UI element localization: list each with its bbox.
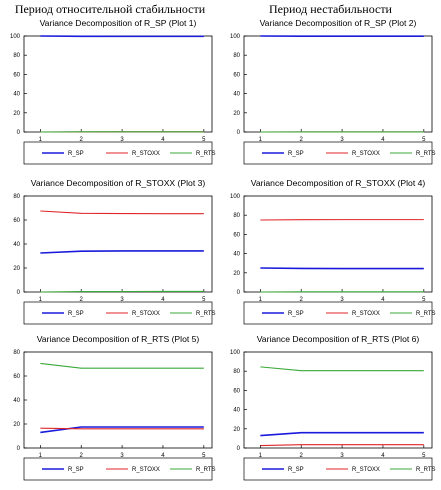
legend-label-r-rts: R_RTS [416, 151, 436, 157]
y-tick-label: 80 [13, 194, 20, 200]
y-tick-label: 80 [13, 53, 20, 59]
legend-label-r-rts: R_RTS [196, 467, 216, 473]
plot-area-frame [244, 352, 432, 448]
y-tick-label: 20 [233, 271, 240, 277]
y-tick-label: 20 [13, 422, 20, 428]
y-tick-label: 60 [233, 232, 240, 238]
y-tick-label: 60 [233, 388, 240, 394]
y-tick-label: 40 [13, 398, 20, 404]
y-tick-label: 60 [13, 374, 20, 380]
legend-label-r-stoxx: R_STOXX [132, 467, 160, 473]
chart-panel-plot-6: Variance Decomposition of R_RTS (Plot 6)… [220, 330, 440, 490]
legend-label-r-rts: R_RTS [416, 311, 436, 317]
plot-area-frame [24, 36, 212, 132]
y-tick-label: 80 [233, 213, 240, 219]
legend-label-r-stoxx: R_STOXX [352, 311, 380, 317]
y-tick-label: 0 [237, 290, 241, 296]
y-tick-label: 60 [13, 218, 20, 224]
y-tick-label: 100 [230, 350, 241, 356]
y-tick-label: 40 [13, 242, 20, 248]
series-line-r-sp [260, 268, 423, 269]
chart-panel-plot-5: Variance Decomposition of R_RTS (Plot 5)… [0, 330, 220, 490]
y-tick-label: 100 [230, 194, 241, 200]
chart-title: Variance Decomposition of R_RTS (Plot 6) [257, 334, 420, 344]
y-tick-label: 80 [233, 53, 240, 59]
chart-panel-plot-4: Variance Decomposition of R_STOXX (Plot … [220, 174, 440, 334]
legend-label-r-sp: R_SP [288, 467, 304, 473]
legend-label-r-stoxx: R_STOXX [132, 311, 160, 317]
chart-svg-plot-5: Variance Decomposition of R_RTS (Plot 5)… [0, 330, 220, 490]
plot-area-frame [244, 196, 432, 292]
y-tick-label: 40 [233, 252, 240, 258]
chart-svg-plot-2: Variance Decomposition of R_SP (Plot 2) 0… [220, 14, 440, 174]
legend-label-r-sp: R_SP [288, 151, 304, 157]
y-tick-label: 0 [237, 130, 241, 136]
chart-title: Variance Decomposition of R_STOXX (Plot … [251, 178, 426, 188]
y-tick-label: 80 [13, 350, 20, 356]
plot-area-frame [24, 352, 212, 448]
legend-label-r-rts: R_RTS [416, 467, 436, 473]
legend-label-r-sp: R_SP [288, 311, 304, 317]
chart-title: Variance Decomposition of R_SP (Plot 1) [40, 18, 197, 28]
y-tick-label: 0 [17, 290, 21, 296]
y-tick-label: 80 [233, 369, 240, 375]
y-tick-label: 60 [233, 72, 240, 78]
chart-svg-plot-3: Variance Decomposition of R_STOXX (Plot … [0, 174, 220, 334]
legend-label-r-stoxx: R_STOXX [352, 151, 380, 157]
y-tick-label: 20 [13, 111, 20, 117]
legend-label-r-rts: R_RTS [196, 151, 216, 157]
series-line-r-rts [40, 291, 203, 292]
y-tick-label: 20 [233, 427, 240, 433]
legend-label-r-sp: R_SP [68, 467, 84, 473]
plot-area-frame [24, 196, 212, 292]
y-tick-label: 40 [233, 92, 240, 98]
chart-panel-plot-1: Variance Decomposition of R_SP (Plot 1) 0… [0, 14, 220, 174]
legend-label-r-rts: R_RTS [196, 311, 216, 317]
legend-label-r-sp: R_SP [68, 311, 84, 317]
chart-title: Variance Decomposition of R_STOXX (Plot … [31, 178, 206, 188]
chart-svg-plot-6: Variance Decomposition of R_RTS (Plot 6)… [220, 330, 440, 490]
series-line-r-stoxx [40, 428, 203, 429]
y-tick-label: 20 [233, 111, 240, 117]
y-tick-label: 0 [17, 446, 21, 452]
chart-panel-plot-2: Variance Decomposition of R_SP (Plot 2) 0… [220, 14, 440, 174]
chart-svg-plot-1: Variance Decomposition of R_SP (Plot 1) 0… [0, 14, 220, 174]
y-tick-label: 60 [13, 72, 20, 78]
y-tick-label: 20 [13, 266, 20, 272]
legend-label-r-sp: R_SP [68, 151, 84, 157]
chart-title: Variance Decomposition of R_RTS (Plot 5) [37, 334, 200, 344]
y-tick-label: 100 [230, 34, 241, 40]
chart-panel-plot-3: Variance Decomposition of R_STOXX (Plot … [0, 174, 220, 334]
y-tick-label: 0 [17, 130, 21, 136]
chart-title: Variance Decomposition of R_SP (Plot 2) [260, 18, 417, 28]
y-tick-label: 40 [13, 92, 20, 98]
chart-svg-plot-4: Variance Decomposition of R_STOXX (Plot … [220, 174, 440, 334]
y-tick-label: 40 [233, 408, 240, 414]
y-tick-label: 0 [237, 446, 241, 452]
y-tick-label: 100 [10, 34, 21, 40]
plot-area-frame [244, 36, 432, 132]
legend-label-r-stoxx: R_STOXX [132, 151, 160, 157]
legend-label-r-stoxx: R_STOXX [352, 467, 380, 473]
